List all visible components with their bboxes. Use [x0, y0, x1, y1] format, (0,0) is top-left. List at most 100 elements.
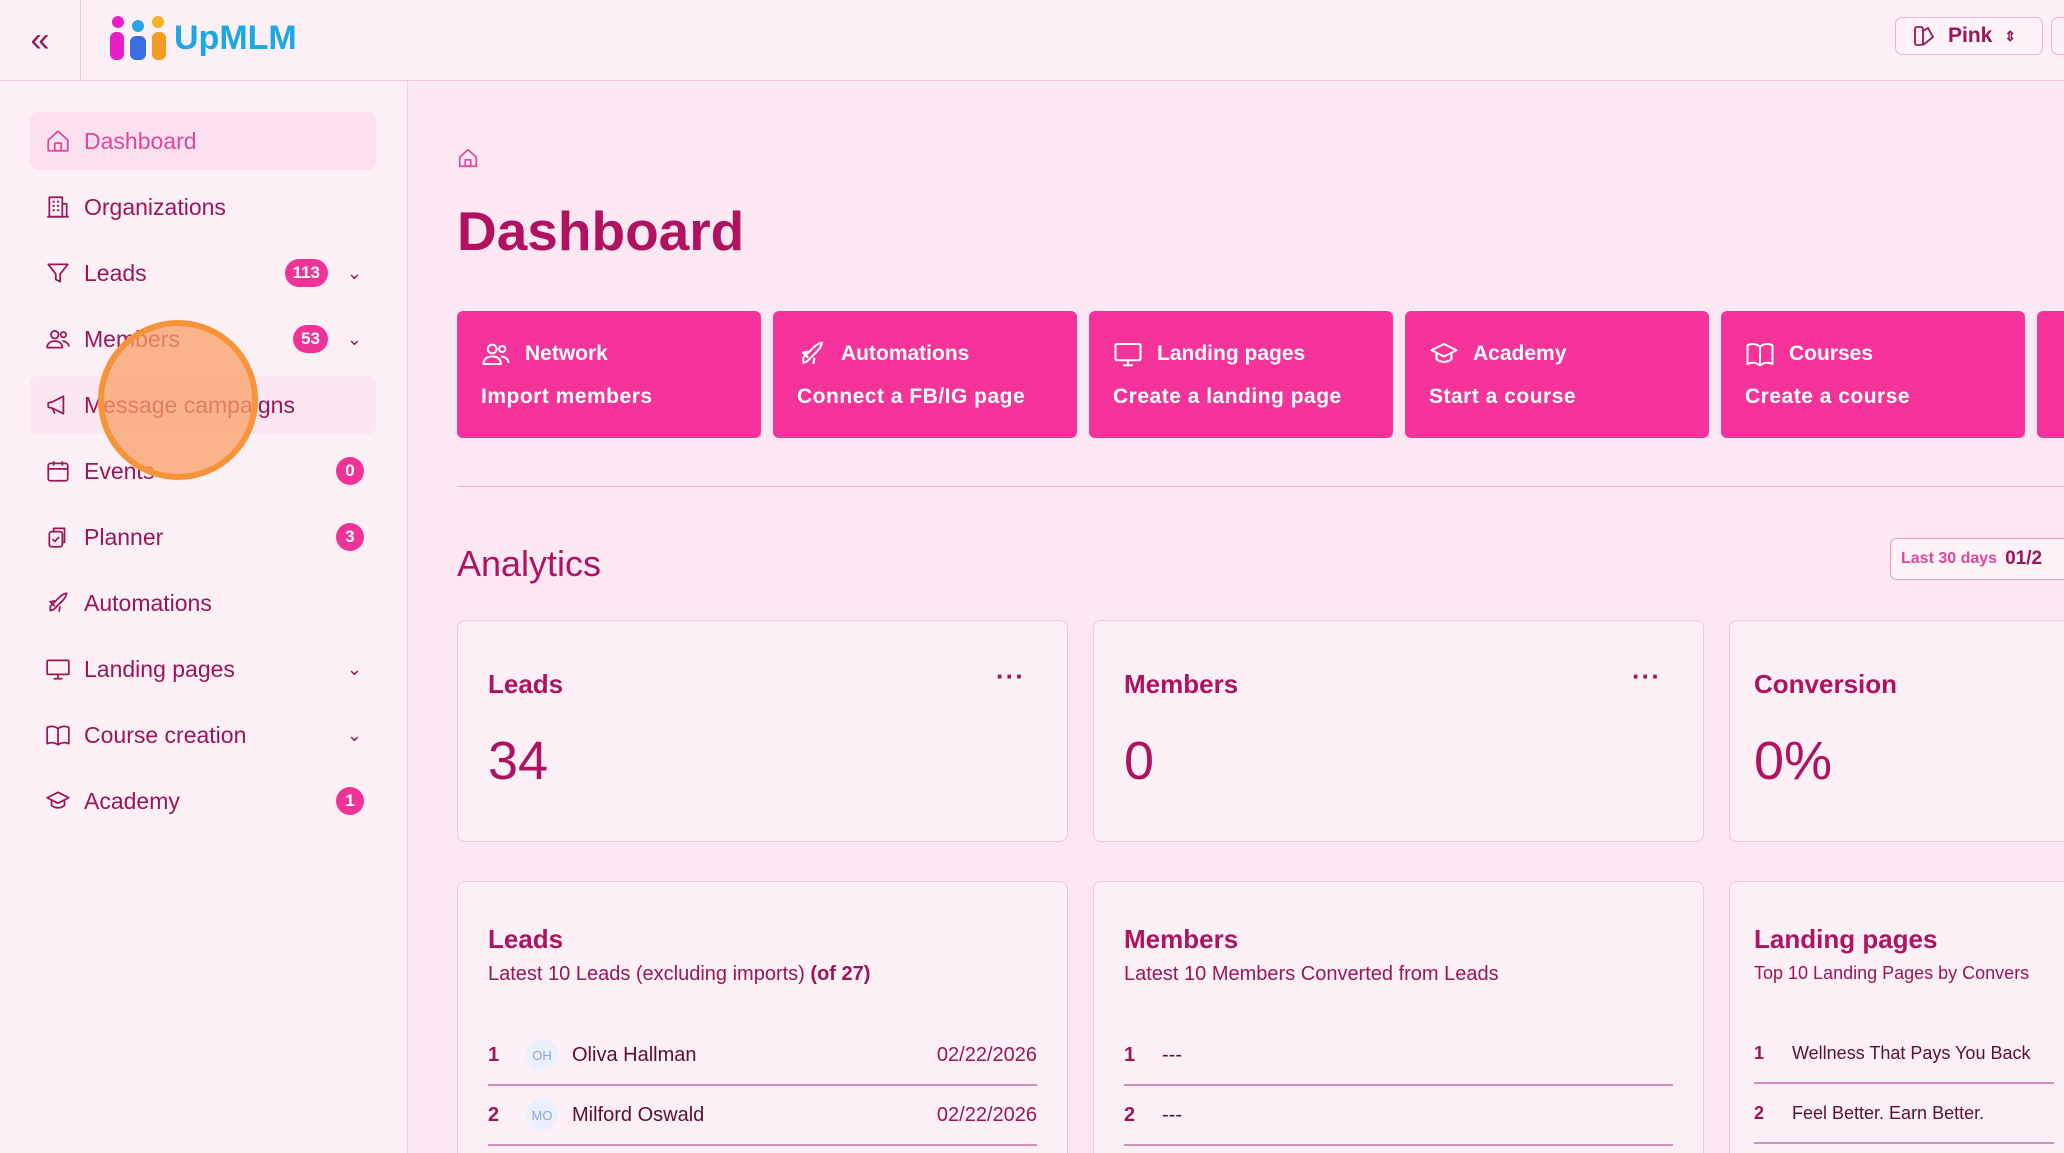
row-name: Milford Oswald: [572, 1103, 705, 1126]
stat-value: 0%: [1754, 731, 1833, 791]
row-index: 2: [1754, 1102, 1765, 1123]
rocket-icon: [49, 592, 68, 612]
stat-value: 0: [1124, 731, 1155, 791]
action-title: Automations: [841, 342, 970, 365]
action-title: Academy: [1473, 342, 1567, 365]
quick-action-network[interactable]: Network Import members: [457, 311, 761, 438]
count-badge: 3: [336, 523, 364, 551]
action-subtitle: Create a course: [1745, 385, 1911, 408]
row-date: 02/22/2026: [936, 1103, 1037, 1126]
list-title: Landing pages: [1754, 924, 1938, 954]
graduation-cap-icon: [46, 791, 70, 809]
users-icon: [46, 330, 70, 349]
sidebar-item-academy[interactable]: Academy 1: [30, 772, 376, 830]
range-value: 01/2: [2005, 548, 2043, 569]
stat-title: Conversion: [1754, 669, 1898, 699]
stat-card-conversion: Conversion 0%: [1729, 620, 2064, 842]
list-item[interactable]: 2 MO Milford Oswald 02/22/2026: [488, 1086, 1037, 1146]
main-content: Dashboard Network Import members Automatio…: [408, 81, 2064, 1153]
chevron-up-down-icon: ⇕: [2004, 27, 2017, 44]
count-badge: 113: [284, 259, 328, 287]
list-title: Leads: [488, 924, 564, 954]
calendar-icon: [47, 461, 69, 482]
sidebar-item-automations[interactable]: Automations: [30, 574, 376, 632]
stat-value: 34: [488, 731, 549, 791]
sidebar-item-label: Events: [84, 457, 155, 484]
list-subtitle-wrap: Top 10 Landing Pages by Convers: [1754, 963, 2054, 984]
row-name: ---: [1162, 1043, 1182, 1066]
chevron-down-icon[interactable]: ⌄: [346, 328, 362, 349]
collapse-sidebar-button[interactable]: «: [0, 0, 81, 81]
theme-label: Pink: [1948, 24, 1993, 47]
sidebar-item-course-creation[interactable]: Course creation ⌄: [30, 706, 376, 764]
row-index: 1: [1124, 1043, 1136, 1066]
rocket-icon: [801, 341, 823, 365]
page-title: Dashboard: [457, 200, 745, 262]
list-card-members: Members Latest 10 Members Converted from …: [1093, 881, 1704, 1153]
list-item[interactable]: 1 Wellness That Pays You Back: [1754, 1024, 2054, 1084]
sidebar-item-events[interactable]: Events 0: [30, 442, 376, 500]
list-subtitle: Top 10 Landing Pages by Convers: [1754, 963, 2030, 983]
row-name: Wellness That Pays You Back: [1792, 1042, 2031, 1063]
list-item[interactable]: 2 ---: [1124, 1086, 1673, 1146]
quick-action-courses[interactable]: Courses Create a course: [1721, 311, 2025, 438]
action-subtitle: Create a landing page: [1113, 385, 1342, 408]
chevron-down-icon[interactable]: ⌄: [346, 724, 362, 745]
theme-select[interactable]: Pink ⇕: [1895, 17, 2043, 55]
funnel-icon: [47, 263, 69, 283]
header-button[interactable]: [2051, 17, 2064, 55]
quick-action-more[interactable]: [2037, 311, 2064, 438]
palette-icon: [1914, 26, 1935, 46]
home-icon: [458, 148, 478, 168]
sidebar-item-members[interactable]: Members 53 ⌄: [30, 310, 376, 368]
book-icon: [1746, 342, 1774, 367]
top-header: « UpMLM Pink ⇕: [0, 0, 2064, 81]
monitor-icon: [46, 659, 70, 680]
stat-title: Leads: [488, 669, 564, 699]
quick-action-academy[interactable]: Academy Start a course: [1405, 311, 1709, 438]
list-item[interactable]: 2 Feel Better. Earn Better.: [1754, 1084, 2054, 1144]
row-index: 1: [1754, 1042, 1765, 1063]
quick-action-automations[interactable]: Automations Connect a FB/IG page: [773, 311, 1077, 438]
list-title: Members: [1124, 924, 1239, 954]
breadcrumb-home[interactable]: [457, 147, 479, 174]
row-index: 2: [1124, 1103, 1136, 1126]
row-index: 2: [488, 1103, 500, 1126]
date-range-picker[interactable]: Last 30 days 01/2: [1890, 538, 2064, 580]
logo[interactable]: UpMLM: [108, 14, 297, 62]
more-options-icon[interactable]: ···: [1632, 661, 1661, 691]
list-card-leads: Leads Latest 10 Leads (excluding imports)…: [457, 881, 1068, 1153]
sidebar-item-message-campaigns[interactable]: Message campaigns: [30, 376, 376, 434]
sidebar-item-planner[interactable]: Planner 3: [30, 508, 376, 566]
count-badge: 0: [336, 457, 364, 485]
sidebar-item-label: Course creation: [84, 721, 247, 748]
row-name: Feel Better. Earn Better.: [1792, 1102, 1985, 1123]
sidebar-item-label: Members: [84, 325, 180, 352]
analytics-heading: Analytics: [457, 543, 602, 584]
range-label: Last 30 days: [1901, 550, 1998, 567]
quick-action-landing-pages[interactable]: Landing pages Create a landing page: [1089, 311, 1393, 438]
more-options-icon[interactable]: ···: [996, 661, 1025, 691]
graduation-cap-icon: [1430, 343, 1458, 363]
sidebar-item-dashboard[interactable]: Dashboard: [30, 112, 376, 170]
home-icon: [47, 130, 69, 152]
row-index: 1: [488, 1043, 500, 1066]
megaphone-icon: [47, 395, 65, 415]
stat-card-leads: Leads 34 ···: [457, 620, 1068, 842]
sidebar-item-leads[interactable]: Leads 113 ⌄: [30, 244, 376, 302]
list-count: (of 27): [810, 963, 871, 985]
list-item[interactable]: 1 ---: [1124, 1026, 1673, 1086]
chevron-down-icon[interactable]: ⌄: [346, 658, 362, 679]
avatar: MO: [526, 1099, 558, 1131]
sidebar-item-organizations[interactable]: Organizations: [30, 178, 376, 236]
action-title: Landing pages: [1157, 342, 1306, 365]
list-subtitle: Latest 10 Members Converted from Leads: [1124, 963, 1499, 985]
row-name: ---: [1162, 1103, 1182, 1126]
list-item[interactable]: 1 OH Oliva Hallman 02/22/2026: [488, 1026, 1037, 1086]
sidebar-item-label: Dashboard: [84, 127, 197, 154]
action-title: Network: [525, 342, 608, 365]
chevron-down-icon[interactable]: ⌄: [346, 262, 362, 283]
sidebar-item-landing-pages[interactable]: Landing pages ⌄: [30, 640, 376, 698]
book-icon: [46, 725, 70, 746]
action-subtitle: Import members: [481, 385, 653, 408]
